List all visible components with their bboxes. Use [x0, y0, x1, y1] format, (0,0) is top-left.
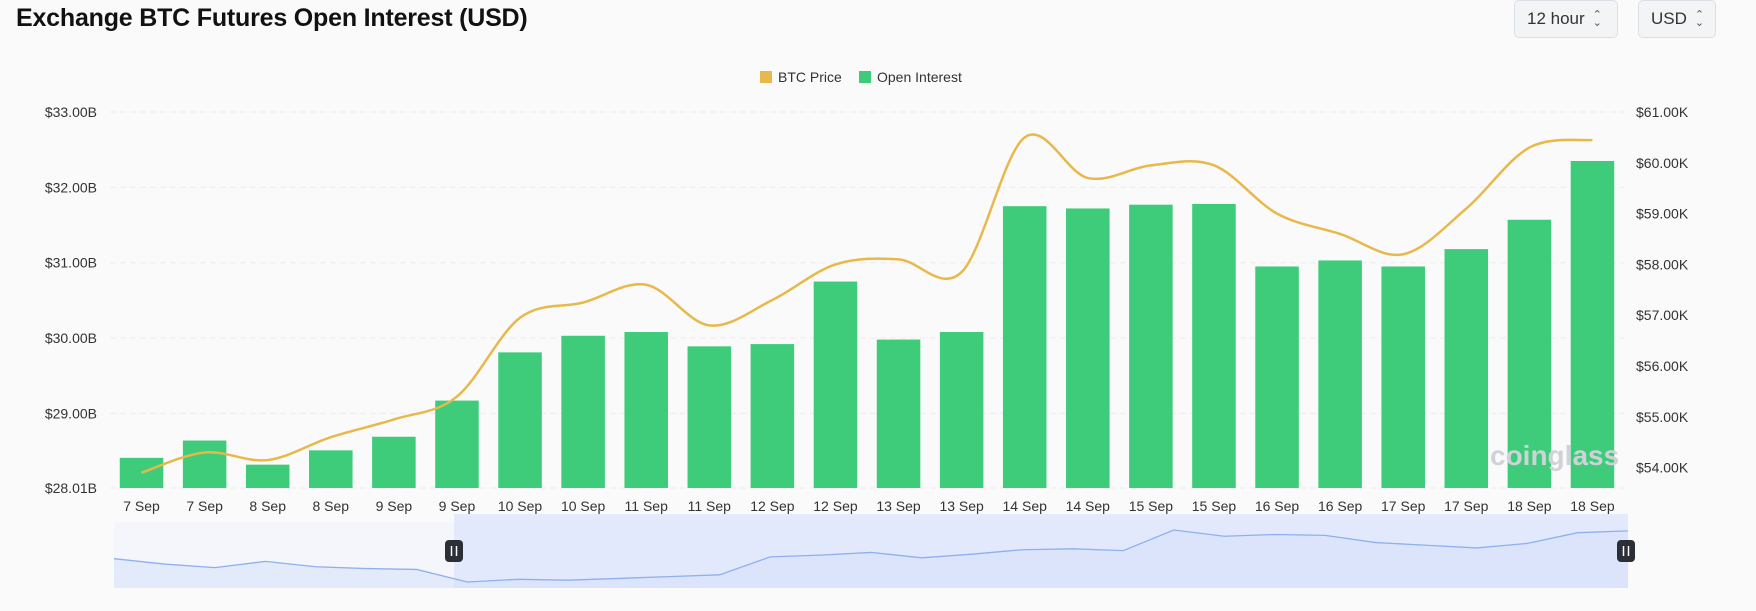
oi-bar — [1318, 260, 1362, 488]
x-tick-label: 15 Sep — [1129, 498, 1174, 514]
y-left-tick-label: $28.01B — [45, 480, 97, 496]
oi-bar — [1192, 203, 1236, 488]
y-right-tick-label: $56.00K — [1636, 358, 1689, 374]
oi-bar — [687, 346, 732, 488]
interval-select[interactable]: 12 hour ⌃ ⌄ — [1514, 0, 1618, 38]
y-axis-left: $28.01B $29.00B $30.00B $31.00B $32.00B $33.0… — [45, 104, 97, 496]
coinglass-watermark: coinglass — [1490, 440, 1619, 471]
navigator-handle-left[interactable] — [445, 540, 463, 562]
x-tick-label: 14 Sep — [1066, 498, 1111, 514]
oi-bar — [1255, 266, 1299, 488]
x-tick-label: 11 Sep — [688, 498, 732, 514]
oi-bar — [939, 332, 984, 488]
y-right-tick-label: $57.00K — [1636, 307, 1689, 323]
x-tick-label: 10 Sep — [561, 498, 606, 514]
watermark: coinglass — [1490, 440, 1619, 471]
y-right-tick-label: $59.00K — [1636, 206, 1689, 222]
page-title: Exchange BTC Futures Open Interest (USD) — [16, 4, 528, 32]
y-left-tick-label: $33.00B — [45, 104, 97, 120]
x-tick-label: 9 Sep — [376, 498, 413, 514]
oi-bar — [876, 339, 921, 488]
oi-bar — [1570, 160, 1615, 488]
chevron-updown-icon: ⌃ ⌄ — [1592, 9, 1602, 29]
handle-grip — [445, 540, 463, 562]
x-tick-label: 9 Sep — [439, 498, 476, 514]
x-tick-label: 7 Sep — [186, 498, 223, 514]
legend-oi-label[interactable]: Open Interest — [877, 69, 962, 85]
interval-value: 12 hour — [1527, 9, 1585, 28]
y-right-tick-label: $54.00K — [1636, 460, 1689, 476]
oi-bar — [561, 335, 605, 488]
legend-price-swatch — [760, 71, 772, 83]
oi-bar — [1066, 208, 1110, 488]
x-tick-label: 18 Sep — [1507, 498, 1552, 514]
handle-grip — [1617, 540, 1635, 562]
y-left-tick-label: $30.00B — [45, 330, 97, 346]
oi-bar — [119, 457, 164, 488]
y-axis-right: $54.00K $55.00K $56.00K $57.00K $58.00K $59.0… — [1636, 104, 1689, 476]
btc-price-line — [141, 133, 1593, 474]
y-left-tick-label: $32.00B — [45, 179, 97, 195]
x-tick-label: 18 Sep — [1570, 498, 1615, 514]
x-tick-label: 16 Sep — [1255, 498, 1300, 514]
oi-bar — [309, 450, 353, 488]
chevron-updown-icon: ⌃ ⌄ — [1694, 9, 1705, 29]
legend-oi-swatch — [859, 71, 871, 83]
x-tick-label: 17 Sep — [1381, 498, 1426, 514]
oi-bar — [750, 344, 795, 488]
oi-bars — [119, 160, 1615, 489]
x-tick-label: 13 Sep — [939, 498, 984, 514]
oi-bar — [813, 281, 858, 488]
y-right-tick-label: $60.00K — [1636, 155, 1689, 171]
oi-bar — [245, 464, 290, 488]
oi-bar — [435, 400, 479, 488]
y-left-tick-label: $29.00B — [45, 405, 97, 421]
x-tick-label: 11 Sep — [625, 498, 669, 514]
y-right-tick-label: $61.00K — [1636, 104, 1689, 120]
x-tick-label: 12 Sep — [813, 498, 858, 514]
y-left-tick-label: $31.00B — [45, 255, 97, 271]
x-tick-label: 15 Sep — [1192, 498, 1237, 514]
x-tick-label: 10 Sep — [498, 498, 543, 514]
oi-bar — [372, 436, 416, 488]
x-tick-label: 8 Sep — [312, 498, 349, 514]
legend: BTC Price Open Interest — [760, 69, 962, 85]
oi-bar — [1002, 206, 1047, 489]
navigator-line — [113, 529, 1629, 583]
legend-price-label[interactable]: BTC Price — [778, 69, 842, 85]
navigator-area — [114, 530, 1628, 588]
oi-bar — [1444, 249, 1489, 488]
oi-bar — [182, 440, 227, 488]
x-tick-label: 8 Sep — [249, 498, 286, 514]
x-tick-label: 16 Sep — [1318, 498, 1363, 514]
oi-bar — [624, 332, 668, 488]
currency-select[interactable]: USD ⌃ ⌄ — [1638, 0, 1716, 38]
oi-bar — [1507, 219, 1552, 488]
oi-bar — [1381, 266, 1425, 488]
x-tick-label: 13 Sep — [876, 498, 921, 514]
y-right-tick-label: $58.00K — [1636, 256, 1689, 272]
x-tick-label: 14 Sep — [1003, 498, 1048, 514]
x-axis: 7 Sep 7 Sep 8 Sep 8 Sep 9 Sep 9 Sep 10 Sep 10 S… — [123, 498, 1615, 514]
currency-value: USD — [1651, 9, 1687, 28]
oi-bar — [1129, 204, 1173, 488]
oi-bar — [498, 352, 542, 488]
range-navigator[interactable] — [113, 514, 1635, 588]
x-tick-label: 12 Sep — [750, 498, 795, 514]
x-tick-label: 7 Sep — [123, 498, 160, 514]
navigator-handle-right[interactable] — [1617, 540, 1635, 562]
y-right-tick-label: $55.00K — [1636, 409, 1689, 425]
x-tick-label: 17 Sep — [1444, 498, 1489, 514]
grid — [110, 111, 1624, 489]
